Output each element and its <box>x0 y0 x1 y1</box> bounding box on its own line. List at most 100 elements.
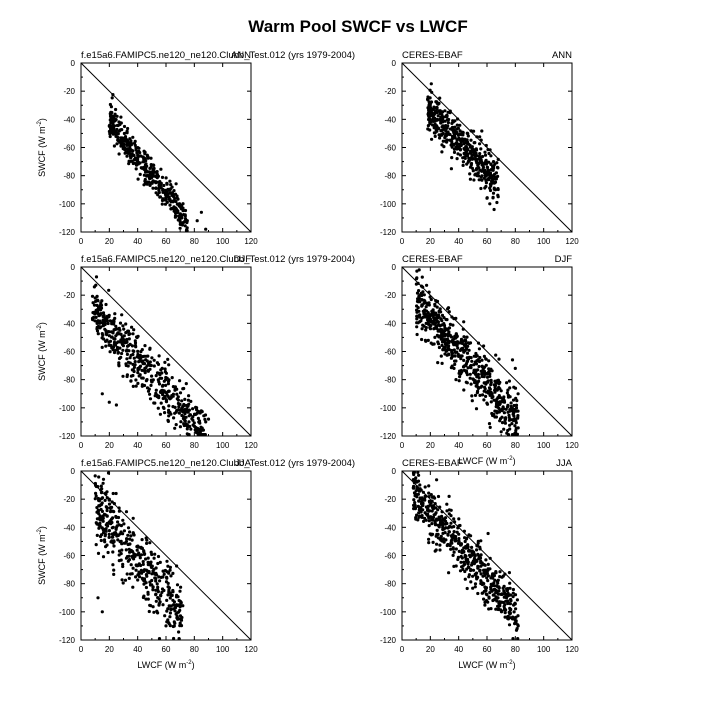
data-point <box>451 546 455 550</box>
data-point <box>104 330 108 334</box>
y-axis-label-close: ) <box>37 118 47 121</box>
data-point <box>487 359 491 363</box>
data-point <box>160 175 165 179</box>
reference-line <box>401 266 573 437</box>
data-point <box>158 373 162 377</box>
x-axis-label-text: LWCF (W m <box>458 456 507 466</box>
data-point <box>442 345 446 349</box>
data-point <box>107 532 111 537</box>
data-point <box>462 358 466 362</box>
data-point <box>505 391 509 395</box>
data-point <box>125 154 129 158</box>
data-point <box>494 177 498 181</box>
data-point <box>156 554 161 559</box>
data-point <box>185 219 189 223</box>
data-point <box>447 530 451 534</box>
data-point <box>488 393 492 397</box>
data-point <box>440 319 444 323</box>
data-point <box>468 165 473 169</box>
data-point <box>478 152 482 156</box>
data-point <box>137 572 141 576</box>
data-point <box>452 530 456 534</box>
data-point <box>424 326 428 330</box>
data-point <box>181 206 185 210</box>
data-point <box>186 398 190 402</box>
data-point <box>466 344 470 348</box>
data-point <box>484 599 489 603</box>
data-point <box>169 395 173 399</box>
data-point <box>124 151 128 155</box>
data-point <box>120 351 124 356</box>
data-point <box>136 155 140 159</box>
data-point <box>163 390 167 394</box>
data-point <box>428 325 432 330</box>
data-point <box>425 301 429 305</box>
data-point <box>141 562 145 567</box>
data-point <box>193 412 197 417</box>
data-point <box>424 305 428 309</box>
data-point <box>478 142 482 146</box>
data-point <box>164 580 169 584</box>
data-point <box>136 578 140 582</box>
data-point <box>189 399 193 403</box>
data-point <box>97 523 101 527</box>
data-point <box>429 533 434 537</box>
data-point <box>154 186 158 190</box>
data-point <box>451 120 455 124</box>
data-point <box>97 475 101 479</box>
data-point <box>430 309 434 313</box>
data-point <box>489 582 493 587</box>
data-point <box>158 579 162 583</box>
data-point <box>480 178 484 182</box>
data-point <box>446 307 450 311</box>
x-tick-label: 120 <box>244 645 258 654</box>
data-point <box>450 339 454 344</box>
data-point <box>151 186 155 190</box>
data-point <box>478 135 482 139</box>
data-point <box>416 492 420 496</box>
data-point <box>427 303 431 307</box>
x-tick-label: 80 <box>190 645 199 654</box>
data-point <box>128 361 132 365</box>
data-point <box>461 327 465 331</box>
data-point <box>493 387 498 391</box>
data-point <box>507 413 511 417</box>
data-point <box>119 332 123 336</box>
data-point <box>155 170 159 174</box>
data-point <box>160 590 164 595</box>
data-point <box>484 363 488 367</box>
data-point <box>417 268 421 272</box>
data-point <box>418 313 422 317</box>
data-point <box>514 426 518 430</box>
data-point <box>159 368 163 372</box>
data-point <box>466 366 470 370</box>
data-point <box>164 624 168 628</box>
data-point <box>145 541 149 546</box>
data-point <box>420 501 424 505</box>
data-point <box>476 374 480 378</box>
data-point <box>98 321 102 325</box>
data-point <box>112 144 116 148</box>
data-point <box>457 354 461 358</box>
data-point <box>449 534 454 538</box>
data-point <box>173 609 177 613</box>
data-point <box>120 336 124 341</box>
data-point <box>479 572 483 576</box>
data-point <box>433 549 437 553</box>
data-point <box>455 138 459 142</box>
panel-case-label: f.e15a6.FAMIPC5.ne120_ne120.Clubb_Test.0… <box>81 50 355 61</box>
data-point <box>456 555 460 560</box>
data-point <box>445 328 449 332</box>
data-point <box>469 138 473 142</box>
data-point <box>162 569 166 573</box>
data-point <box>159 575 163 580</box>
data-point <box>479 539 483 543</box>
data-point <box>423 516 427 521</box>
data-point <box>438 505 442 509</box>
scatter-panel-6: 0 20 40 60 80 100 120 0 -20 -40 -60 -80 -100 -120 CERE… <box>380 458 579 670</box>
data-point <box>462 529 466 533</box>
y-tick-label: -20 <box>63 495 75 504</box>
data-point <box>168 604 172 608</box>
data-point <box>94 491 98 495</box>
data-point <box>513 417 517 421</box>
